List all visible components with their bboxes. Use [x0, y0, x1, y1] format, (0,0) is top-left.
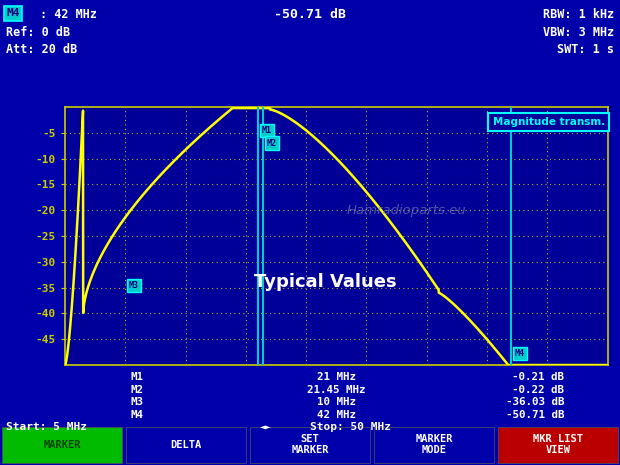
Text: -0.22 dB: -0.22 dB [512, 385, 564, 394]
Text: -0.21 dB: -0.21 dB [512, 372, 564, 382]
FancyBboxPatch shape [126, 426, 246, 463]
Text: 21 MHz: 21 MHz [317, 372, 356, 382]
Text: M3: M3 [130, 397, 143, 407]
Text: MARKER
MODE: MARKER MODE [415, 434, 453, 455]
Text: DELTA: DELTA [170, 439, 202, 450]
Text: Typical Values: Typical Values [254, 273, 397, 292]
Text: SWT: 1 s: SWT: 1 s [557, 43, 614, 56]
Text: 42 MHz: 42 MHz [317, 410, 356, 420]
Text: SET
MARKER: SET MARKER [291, 434, 329, 455]
FancyBboxPatch shape [2, 426, 122, 463]
Text: -50.71 dB: -50.71 dB [274, 8, 346, 21]
Text: MARKER: MARKER [43, 439, 81, 450]
Text: 10 MHz: 10 MHz [317, 397, 356, 407]
Text: Start: 5 MHz: Start: 5 MHz [6, 422, 87, 432]
Text: M4: M4 [6, 8, 20, 19]
Text: ◄►: ◄► [260, 422, 272, 432]
Text: MKR LIST
VIEW: MKR LIST VIEW [533, 434, 583, 455]
Text: : 42 MHz: : 42 MHz [40, 8, 97, 21]
Text: M1: M1 [262, 126, 272, 135]
Text: 21.45 MHz: 21.45 MHz [307, 385, 366, 394]
FancyBboxPatch shape [374, 426, 494, 463]
Text: VBW: 3 MHz: VBW: 3 MHz [542, 26, 614, 39]
Text: Att: 20 dB: Att: 20 dB [6, 43, 78, 56]
FancyBboxPatch shape [250, 426, 370, 463]
Text: Stop: 50 MHz: Stop: 50 MHz [310, 422, 391, 432]
Text: M4: M4 [130, 410, 143, 420]
FancyBboxPatch shape [498, 426, 618, 463]
Text: M2: M2 [130, 385, 143, 394]
Text: -50.71 dB: -50.71 dB [506, 410, 564, 420]
Text: Ref: 0 dB: Ref: 0 dB [6, 26, 70, 39]
Text: M3: M3 [129, 281, 139, 290]
Text: M1: M1 [130, 372, 143, 382]
Text: M2: M2 [267, 139, 277, 147]
Text: M4: M4 [515, 349, 525, 358]
Text: Hamradioparts.eu: Hamradioparts.eu [347, 204, 467, 217]
Text: -36.03 dB: -36.03 dB [506, 397, 564, 407]
Text: Magnitude transm.: Magnitude transm. [493, 117, 605, 127]
Text: RBW: 1 kHz: RBW: 1 kHz [542, 8, 614, 21]
